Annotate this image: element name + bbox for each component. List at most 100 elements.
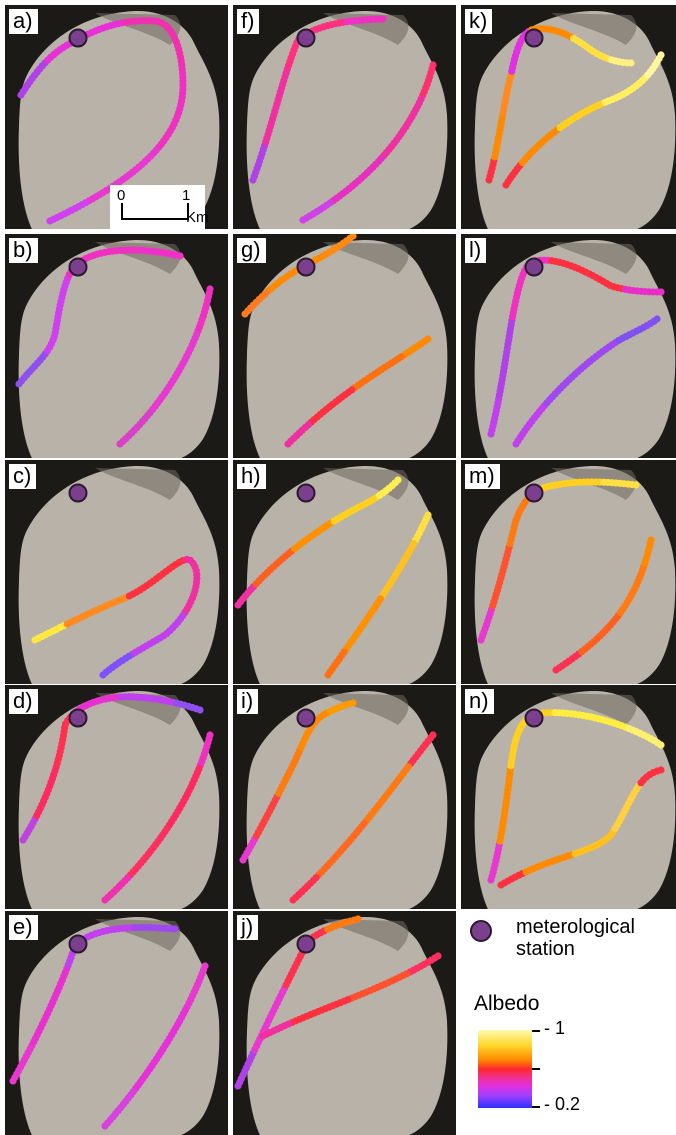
map-image (233, 5, 456, 229)
albedo-sample-point (324, 671, 332, 679)
station-marker-icon (296, 483, 316, 503)
station-label-line2: station (516, 938, 575, 960)
glacier-area (18, 239, 220, 458)
glacier-area (246, 10, 448, 229)
station-marker-icon (68, 708, 88, 728)
map-image (233, 234, 456, 458)
map-panel-n: n) (461, 685, 676, 909)
albedo-sample-point (289, 896, 297, 904)
scale-bar-line (121, 203, 189, 220)
albedo-sample-point (657, 741, 665, 749)
albedo-sample-point (284, 440, 292, 448)
albedo-sample-point (349, 699, 357, 707)
albedo-sample-point (379, 15, 387, 23)
albedo-sample-point (657, 288, 665, 296)
station-legend-label: meterological station (516, 916, 635, 960)
station-marker-icon (524, 483, 544, 503)
ridge-shading (551, 693, 637, 725)
station-marker-icon (68, 483, 88, 503)
panel-label: h) (237, 464, 266, 489)
glacier-area (474, 690, 676, 909)
ridge-shading (551, 242, 637, 274)
glacier-area (18, 10, 220, 229)
map-panel-c: c) (5, 460, 228, 684)
tick-mid (532, 1068, 540, 1070)
ridge-shading (323, 919, 409, 951)
albedo-sample-point (657, 766, 665, 774)
station-marker-icon (68, 934, 88, 954)
map-image (5, 685, 228, 909)
ridge-shading (323, 693, 409, 725)
station-marker-icon (68, 257, 88, 277)
station-marker-icon (296, 708, 316, 728)
tick-max (532, 1030, 540, 1032)
panel-label: i) (237, 689, 259, 714)
albedo-sample-point (653, 315, 661, 323)
map-panel-i: i) (233, 685, 456, 909)
map-image (461, 460, 676, 684)
panel-label: a) (9, 9, 38, 34)
scale-unit-label: Km (186, 209, 209, 226)
station-marker-icon (296, 934, 316, 954)
albedo-min-label: - 0.2 (544, 1094, 581, 1114)
albedo-sample-point (657, 51, 665, 59)
map-image (233, 911, 456, 1135)
albedo-max-label: - 1 (544, 1018, 566, 1038)
map-image (233, 685, 456, 909)
panel-label: c) (9, 464, 37, 489)
albedo-sample-point (99, 671, 107, 679)
albedo-sample-point (354, 915, 362, 923)
map-panel-g: g) (233, 234, 456, 458)
station-marker-icon (524, 28, 544, 48)
map-panel-a: a) (5, 5, 228, 229)
station-label-line1: meterological (516, 916, 635, 938)
map-image (461, 685, 676, 909)
panel-label: k) (465, 9, 493, 34)
albedo-sample-point (632, 481, 640, 489)
panel-label: f) (237, 9, 260, 34)
albedo-sample-point (627, 59, 635, 67)
station-marker-icon (524, 708, 544, 728)
glacier-area (246, 916, 448, 1135)
albedo-sample-point (299, 216, 307, 224)
albedo-sample-point (647, 536, 655, 544)
scale-end-label: 1 (182, 187, 191, 204)
station-marker-icon (470, 920, 492, 942)
map-panel-j: j) (233, 911, 456, 1135)
tick-min (532, 1106, 540, 1108)
albedo-sample-point (176, 252, 184, 260)
map-panel-l: l) (461, 234, 676, 458)
panel-label: g) (237, 238, 266, 263)
panel-label: l) (465, 238, 487, 263)
station-marker-icon (524, 257, 544, 277)
albedo-sample-point (116, 440, 124, 448)
legend: meterological station Albedo - 1 - 0.2 (460, 910, 676, 1130)
panel-label: e) (9, 915, 38, 940)
map-image (5, 460, 228, 684)
albedo-title: Albedo (474, 992, 540, 1015)
map-image (233, 460, 456, 684)
ridge-shading (551, 13, 637, 45)
map-image (461, 5, 676, 229)
map-panel-d: d) (5, 685, 228, 909)
albedo-sample-point (196, 706, 204, 714)
glacier-area (474, 465, 676, 684)
glacier-area (246, 239, 448, 458)
map-panel-e: e) (5, 911, 228, 1135)
albedo-sample-point (349, 234, 357, 240)
albedo-sample-point (259, 1032, 267, 1040)
glacier-area (246, 465, 448, 684)
albedo-colorbar (478, 1030, 532, 1108)
panel-label: b) (9, 238, 38, 263)
station-marker-icon (68, 28, 88, 48)
map-panel-m: m) (461, 460, 676, 684)
albedo-sample-point (46, 217, 54, 225)
albedo-sample-point (101, 896, 109, 904)
station-marker-icon (296, 28, 316, 48)
panel-label: d) (9, 689, 38, 714)
map-panel-b: b) (5, 234, 228, 458)
panel-label: j) (237, 915, 259, 940)
albedo-sample-point (101, 1122, 109, 1130)
glacier-area (246, 690, 448, 909)
